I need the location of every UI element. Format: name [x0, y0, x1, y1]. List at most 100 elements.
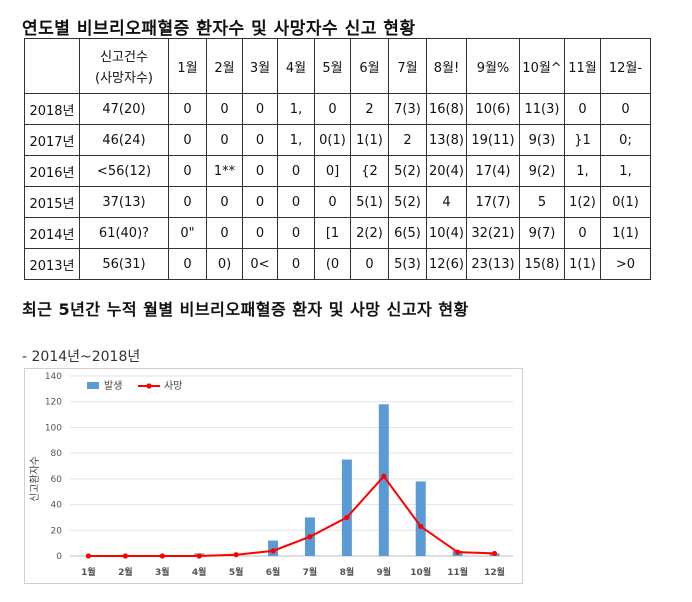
x-tick-label: 5월: [229, 566, 244, 578]
table-cell: 0: [564, 217, 601, 249]
x-tick-label: 7월: [303, 566, 318, 578]
y-tick-label: 60: [51, 475, 63, 485]
table-cell: 2015년: [24, 186, 80, 218]
table-cell: 1(2): [564, 186, 601, 218]
table-cell: 0: [242, 124, 278, 156]
x-tick-label: 1월: [81, 566, 96, 578]
table-row: 2016년 <56(12) 0 1** 0 0 0] {2 5(2) 20(4) 17(4) 9(2)…: [24, 155, 651, 187]
table-cell: 0: [600, 93, 651, 125]
bar: [378, 404, 389, 556]
legend-bar-swatch: [87, 382, 99, 389]
y-tick-label: 40: [51, 501, 63, 511]
table-cell: 9(3): [519, 124, 565, 156]
table-row: 2013년 56(31) 0 0) 0< 0 (0 0 5(3) 12(6) 23(13) 15(8)…: [24, 248, 651, 280]
table-cell: 2: [388, 124, 427, 156]
table-row: 2018년 47(20) 0 0 0 1, 0 2 7(3) 16(8) 10(6) 11(3) 0 0: [24, 93, 651, 125]
table-cell: 0: [242, 217, 278, 249]
y-tick-label: 100: [45, 423, 62, 433]
table-cell: 0: [206, 124, 243, 156]
chart-legend: 발생 사망: [87, 380, 182, 392]
monthly-chart: 0 20 40 60 80 100 120 140 1월 2월 3월 4월 5월 6월 7월 8월 9월 10월…: [29, 372, 513, 578]
table-cell: 0: [168, 93, 207, 125]
line-point: [196, 553, 202, 559]
table-cell: 10(4): [426, 217, 467, 249]
table-cell: 11(3): [519, 93, 565, 125]
x-tick-label: 11월: [447, 566, 468, 578]
table-header-cell: 1월: [168, 38, 207, 94]
table-header-cell: 3월: [242, 38, 278, 94]
table-cell: 2018년: [24, 93, 80, 125]
table-header-cell: 2월: [206, 38, 243, 94]
table-cell: 2016년: [24, 155, 80, 187]
table-cell: 15(8): [519, 248, 565, 280]
table-cell: 5(2): [388, 186, 427, 218]
table-cell: 1,: [277, 93, 315, 125]
table-cell: 20(4): [426, 155, 467, 187]
table-cell: 5(3): [388, 248, 427, 280]
table-cell: 0]: [314, 155, 351, 187]
line-point: [85, 553, 92, 559]
table-cell: 2: [350, 93, 389, 125]
chart-area: 0 20 40 60 80 100 120 140 1월 2월 3월 4월 5월 6월 7월 8월 9월 10월…: [24, 368, 523, 584]
table-cell: 1**: [206, 155, 243, 187]
table-header-cell: 9월%: [466, 38, 520, 94]
legend-label: 사망: [164, 380, 182, 392]
x-tick-label: 8월: [340, 566, 355, 578]
table-cell: >0: [600, 248, 651, 280]
table-header-cell: 6월: [350, 38, 389, 94]
line-point: [159, 553, 165, 559]
table-cell: 0: [168, 248, 207, 280]
table-cell: 0: [314, 186, 351, 218]
table-cell: 0: [168, 186, 207, 218]
table-cell: 0: [564, 93, 601, 125]
table-cell: 2014년: [24, 217, 80, 249]
y-axis-label: 신고환자수: [29, 456, 41, 502]
table-cell: 0: [277, 186, 315, 218]
table-cell: 1(1): [600, 217, 651, 249]
table-cell: (0: [314, 248, 351, 280]
table-cell: 2013년: [24, 248, 80, 280]
x-tick-label: 4월: [192, 566, 207, 578]
x-axis-ticks: 1월 2월 3월 4월 5월 6월 7월 8월 9월 10월 11월 12월: [81, 566, 505, 578]
table-header-row: 신고건수 (사망자수) 1월 2월 3월 4월 5월 6월 7월 8월! 9월% 10월^ 11월 12월…: [24, 38, 651, 94]
table-cell: 12(6): [426, 248, 467, 280]
chart-title: 최근 5년간 누적 월별 비브리오패혈증 환자 및 사망 신고자 현황: [22, 300, 469, 319]
table-header-cell: 12월-: [600, 38, 651, 94]
line-point: [491, 550, 498, 557]
chart-subtitle: - 2014년~2018년: [22, 349, 141, 365]
legend-label: 발생: [104, 380, 122, 392]
table-row: 2014년 61(40)? 0" 0 0 0 [1 2(2) 6(5) 10(4) 32(21) 9(…: [24, 217, 651, 249]
table-cell: 5(2): [388, 155, 427, 187]
table-cell: 0): [206, 248, 243, 280]
x-tick-label: 3월: [155, 566, 170, 578]
line-point: [270, 548, 276, 554]
table-cell: 0": [168, 217, 207, 249]
table-header-cell: 5월: [314, 38, 351, 94]
table-title: 연도별 비브리오패혈증 환자수 및 사망자수 신고 현황: [22, 19, 416, 39]
chart-gridlines: [70, 375, 513, 557]
table-cell: 0: [206, 186, 243, 218]
table-cell: 0<: [242, 248, 278, 280]
line-point: [344, 514, 350, 521]
y-tick-label: 20: [51, 526, 63, 536]
table-cell: 2(2): [350, 217, 389, 249]
table-header-cell: 신고건수 (사망자수): [79, 38, 169, 94]
x-tick-label: 6월: [266, 566, 281, 578]
y-tick-label: 140: [45, 372, 62, 382]
table-cell: 0: [242, 93, 278, 125]
table-cell: 0: [277, 248, 315, 280]
table-header-cell: 8월!: [426, 38, 467, 94]
bar: [415, 481, 426, 556]
table-cell: 0: [168, 124, 207, 156]
line-point: [418, 523, 424, 530]
table-cell: 46(24): [79, 124, 169, 156]
table-cell: 0(1): [314, 124, 351, 156]
x-tick-label: 10월: [410, 566, 431, 578]
y-axis-ticks: 0 20 40 60 80 100 120 140: [45, 372, 62, 562]
table-cell: {2: [350, 155, 389, 187]
table-cell: 13(8): [426, 124, 467, 156]
table-cell: 0: [206, 93, 243, 125]
table-cell: 47(20): [79, 93, 169, 125]
table-cell: 19(11): [466, 124, 520, 156]
table-cell: 0: [206, 217, 243, 249]
